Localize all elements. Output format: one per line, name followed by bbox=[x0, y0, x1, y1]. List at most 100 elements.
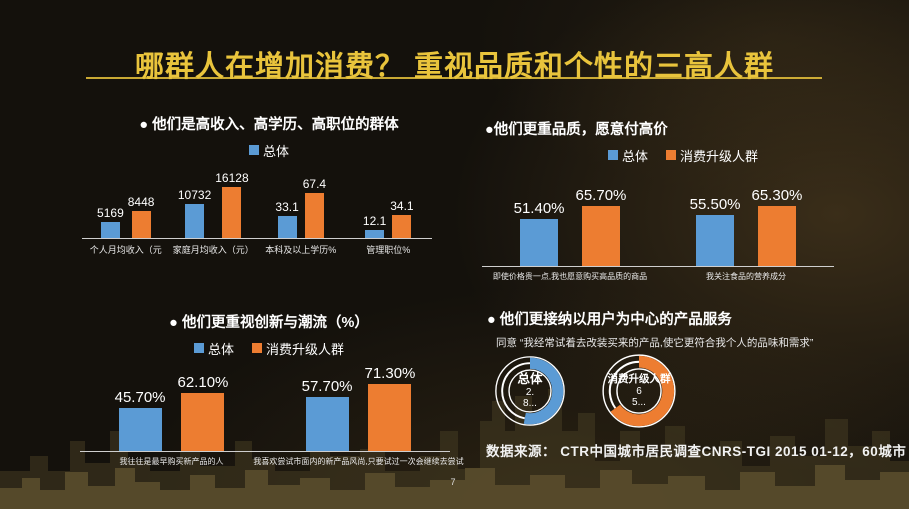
category-label: 个人月均收入（元 bbox=[89, 245, 162, 255]
category-label: 即使价格贵一点,我也愿意购买高品质的商品 bbox=[492, 272, 648, 281]
bar-消费升级人群 bbox=[757, 206, 796, 266]
legend-swatch-icon bbox=[193, 343, 204, 353]
x-axis-line bbox=[482, 266, 834, 267]
bar-value-label: 10732 bbox=[177, 188, 212, 202]
panel-income-education-position: ● 他们是高收入、高学历、高职位的群体 总体 5169 8448 个人月均收入（元 1… bbox=[78, 108, 460, 298]
legend-item: 总体 bbox=[607, 146, 648, 165]
bar-pair: 10732 16128 bbox=[178, 160, 249, 238]
panel-quality-premium: ●他们更重品质，愿意付高价 总体 消费升级人群 51.40% 65.70% 即使价格贵… bbox=[478, 108, 888, 298]
category-label: 家庭月均收入（元） bbox=[172, 245, 254, 255]
legend-item: 消费升级人群 bbox=[252, 339, 344, 358]
donut-center-text: 总体 2. 8... bbox=[491, 352, 569, 430]
slide-title: 哪群人在增加消费？ 重视品质和个性的三高人群 bbox=[134, 51, 775, 84]
bar-value-label: 71.30% bbox=[364, 365, 416, 382]
bar-group: 45.70% 62.10% 我往往是最早购买新产品的人 bbox=[80, 359, 263, 467]
bar-value-label: 65.30% bbox=[751, 187, 803, 204]
donut-remainder-arc bbox=[608, 360, 640, 409]
category-label: 我喜欢尝试市面内的新产品风尚,只要试过一次会继续去尝试 bbox=[253, 457, 464, 466]
panel-user-centric: ● 他们更接纳以用户为中心的产品服务 同意 “我经常试着去改装买来的产品,使它更… bbox=[478, 300, 906, 495]
donut-chart-svg bbox=[602, 354, 676, 428]
legend-label: 总体 bbox=[621, 148, 648, 164]
chart-legend: 总体 bbox=[78, 143, 460, 159]
title-underline bbox=[86, 77, 822, 79]
legend-item: 总体 bbox=[193, 339, 234, 358]
legend-label: 总体 bbox=[262, 143, 289, 159]
data-source: 数据来源： CTR中国城市居民调查CNRS-TGI 2015 01-12，60城… bbox=[486, 444, 907, 459]
chart-subtitle: 同意 “我经常试着去改装买来的产品,使它更符合我个人的品味和需求” bbox=[496, 337, 814, 349]
bar-消费升级人群 bbox=[368, 384, 412, 451]
bar-group: 12.1 34.1 管理职位% bbox=[345, 160, 433, 256]
bar-pair: 45.70% 62.10% bbox=[114, 359, 229, 451]
chart-legend: 总体 消费升级人群 bbox=[78, 339, 460, 358]
bar-消费升级人群 bbox=[392, 215, 412, 238]
donut-center-text: 消费升级人群 6 5... bbox=[598, 350, 680, 432]
legend-swatch-icon bbox=[607, 150, 618, 160]
bar-value-label: 8448 bbox=[127, 195, 155, 209]
donut-value-line: 2. bbox=[525, 386, 535, 398]
chart-title: ● 他们是高收入、高学历、高职位的群体 bbox=[139, 117, 399, 133]
page-number: 7 bbox=[450, 477, 456, 487]
bar-总体 bbox=[185, 204, 205, 238]
donut-value-line: 6 bbox=[636, 385, 642, 397]
donut-outer-ring bbox=[495, 356, 565, 426]
donut-chart-svg bbox=[495, 356, 565, 426]
bar-pair: 57.70% 71.30% bbox=[301, 359, 416, 451]
bar-value-label: 55.50% bbox=[689, 196, 741, 213]
bar-pair: 55.50% 65.30% bbox=[689, 166, 803, 266]
bar-value-label: 33.1 bbox=[275, 200, 299, 214]
donut-upgrade-group: 消费升级人群 6 5... bbox=[598, 350, 680, 432]
bar-pair: 51.40% 65.70% bbox=[513, 166, 627, 266]
donut-value-arc bbox=[610, 355, 675, 427]
donut-inner-ring bbox=[616, 368, 662, 414]
bar-plot-area: 45.70% 62.10% 我往往是最早购买新产品的人 57.70% 71.30% 我喜欢… bbox=[80, 359, 464, 467]
bar-value-label: 5169 bbox=[97, 206, 124, 220]
bar-消费升级人群 bbox=[222, 187, 242, 238]
chart-title: ● 他们更接纳以用户为中心的产品服务 bbox=[487, 312, 732, 328]
bar-pair: 12.1 34.1 bbox=[363, 160, 414, 238]
bar-chart-income: 5169 8448 个人月均收入（元 10732 16128 家庭月均收入（元） 33.1 6… bbox=[78, 160, 460, 256]
chart-title: ●他们更重品质，愿意付高价 bbox=[485, 122, 668, 138]
bar-value-label: 45.70% bbox=[114, 389, 166, 406]
x-axis-line bbox=[80, 451, 450, 452]
bar-group: 33.1 67.4 本科及以上学历% bbox=[257, 160, 345, 256]
bar-消费升级人群 bbox=[181, 393, 225, 451]
bar-pair: 33.1 67.4 bbox=[275, 160, 326, 238]
bar-group: 57.70% 71.30% 我喜欢尝试市面内的新产品风尚,只要试过一次会继续去尝试 bbox=[253, 359, 463, 467]
bar-总体 bbox=[520, 219, 559, 266]
legend-label: 消费升级人群 bbox=[680, 148, 759, 164]
bar-value-label: 67.4 bbox=[302, 177, 327, 191]
bar-消费升级人群 bbox=[131, 211, 151, 238]
category-label: 管理职位% bbox=[366, 245, 411, 255]
bar-value-label: 62.10% bbox=[177, 374, 229, 391]
bar-group: 55.50% 65.30% 我关注食品的营养成分 bbox=[658, 166, 834, 282]
bar-总体 bbox=[365, 230, 385, 238]
city-skyline-silhouette bbox=[0, 389, 909, 509]
bar-总体 bbox=[100, 222, 120, 238]
bar-chart-innovation: 45.70% 62.10% 我往往是最早购买新产品的人 57.70% 71.30% 我喜欢… bbox=[78, 359, 464, 467]
donut-value-line: 8... bbox=[523, 398, 537, 410]
legend-swatch-icon bbox=[666, 150, 676, 160]
category-label: 我往往是最早购买新产品的人 bbox=[119, 457, 224, 466]
category-label: 我关注食品的营养成分 bbox=[706, 272, 786, 281]
bar-消费升级人群 bbox=[581, 206, 620, 266]
bar-value-label: 57.70% bbox=[301, 378, 353, 395]
donut-remainder-arc bbox=[501, 362, 531, 420]
donut-value-arc bbox=[523, 357, 564, 425]
donut-label: 消费升级人群 bbox=[607, 373, 671, 386]
legend-swatch-icon bbox=[248, 145, 259, 155]
bar-plot-area: 51.40% 65.70% 即使价格贵一点,我也愿意购买高品质的商品 55.50% 65… bbox=[482, 166, 834, 282]
bar-value-label: 16128 bbox=[215, 171, 249, 185]
donut-total: 总体 2. 8... bbox=[491, 352, 569, 430]
legend-label: 总体 bbox=[207, 341, 234, 357]
panel-innovation-trend: ● 他们更重视创新与潮流（%） 总体 消费升级人群 45.70% 62.10% 我往往… bbox=[78, 303, 464, 488]
bar-总体 bbox=[118, 408, 162, 451]
skyline-front-layer bbox=[0, 465, 909, 509]
bar-plot-area: 5169 8448 个人月均收入（元 10732 16128 家庭月均收入（元） 33.1 6… bbox=[82, 160, 432, 256]
bar-value-label: 65.70% bbox=[575, 187, 627, 204]
bar-group: 10732 16128 家庭月均收入（元） bbox=[170, 160, 258, 256]
bar-消费升级人群 bbox=[304, 193, 324, 238]
bar-value-label: 51.40% bbox=[513, 200, 565, 217]
donut-outer-ring bbox=[602, 354, 676, 428]
donut-inner-ring bbox=[508, 369, 552, 413]
